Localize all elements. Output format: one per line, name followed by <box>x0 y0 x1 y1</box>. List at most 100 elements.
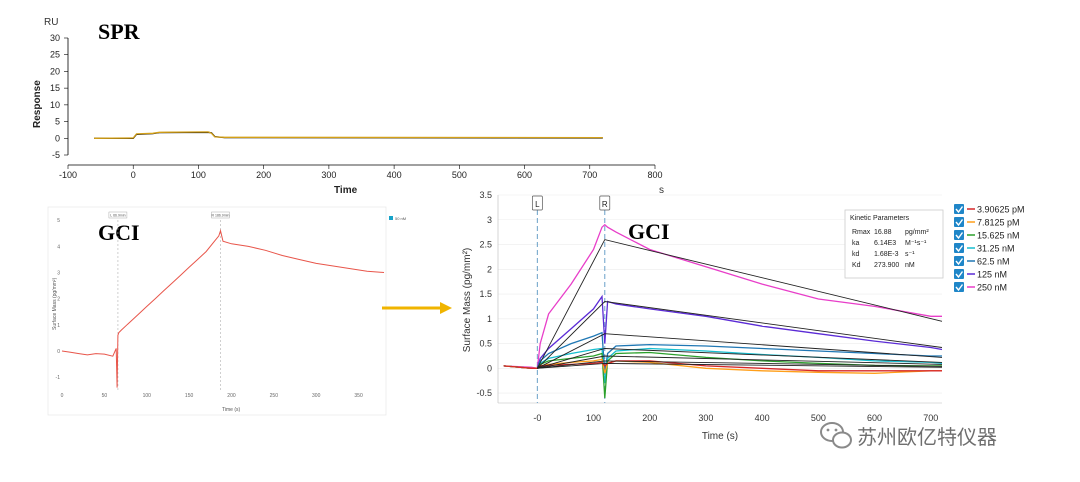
check-icon <box>955 219 964 227</box>
check-icon <box>955 258 964 266</box>
legend-item[interactable]: 15.625 nM <box>954 230 1020 241</box>
spr-x-tick-label: 500 <box>452 170 467 180</box>
gci-left-y-tick-label: 0 <box>57 349 60 355</box>
spr-y-tick-label: 30 <box>50 33 60 43</box>
gci-left-x-tick-label: 0 <box>61 393 64 399</box>
gci-right-fit-line <box>537 355 943 369</box>
spr-x-unit: s <box>659 185 664 196</box>
gci-left-x-tick-label: 250 <box>270 393 279 399</box>
gci-right-marker-label: R <box>602 200 608 209</box>
kinetic-title: Kinetic Parameters <box>850 215 910 222</box>
legend-item[interactable]: 7.8125 pM <box>954 217 1020 228</box>
gci-right-legend: 3.90625 pM 7.8125 pM 15.625 nM 31.25 nM 62.5… <box>954 204 1025 293</box>
legend-checkbox[interactable] <box>954 230 964 240</box>
arrow-right-icon <box>382 302 452 314</box>
kinetic-row-unit: pg/mm² <box>905 229 929 236</box>
spr-x-tick-label: -100 <box>59 170 77 180</box>
gci-left-y-tick-label: 4 <box>57 244 60 250</box>
legend-item[interactable]: 3.90625 pM <box>954 204 1025 215</box>
spr-x-tick-label: 600 <box>517 170 532 180</box>
gci-right-x-tick-label: 200 <box>642 413 657 423</box>
legend-label: 62.5 nM <box>977 257 1010 267</box>
legend-checkbox[interactable] <box>954 282 964 292</box>
gci-left-ylabel: Surface Mass (pg/mm²) <box>52 277 58 330</box>
gci-right-y-tick-label: 2 <box>487 264 492 274</box>
gci-left-marker-label: R 186.9min <box>212 214 230 218</box>
check-icon <box>955 271 964 279</box>
kinetic-row-value: 6.14E3 <box>874 240 896 247</box>
gci-left-marker-flag <box>108 211 128 219</box>
gci-left-frame <box>47 206 387 416</box>
spr-axes: -5 0 5 10 15 20 25 30 -100 0 100 200 300 400 500 600 700… <box>50 33 663 180</box>
spr-chart: SPR RU Response Time s -5 0 5 10 15 20 25 30 -10… <box>32 17 664 196</box>
legend-label: 31.25 nM <box>977 244 1015 254</box>
spr-ylabel: Response <box>32 80 43 128</box>
legend-checkbox[interactable] <box>954 256 964 266</box>
gci-right-x-tick-label: 600 <box>867 413 882 423</box>
gci-right-axes: -0.5 0 0.5 1 1.5 2 2.5 3 3.5 -0 100 200 300 400 500 600… <box>476 190 942 423</box>
legend-item[interactable]: 62.5 nM <box>954 256 1010 267</box>
check-icon <box>955 232 964 240</box>
legend-checkbox[interactable] <box>954 243 964 253</box>
gci-right-fit-group <box>536 239 943 369</box>
check-icon <box>955 206 964 214</box>
gci-right-marker-flag <box>531 195 543 211</box>
kinetic-row-value: 1.68E-3 <box>874 251 899 258</box>
gci-left-title: GCI <box>98 220 140 245</box>
gci-right-marker-label: L <box>535 200 540 209</box>
gci-right-y-tick-label: 3.5 <box>479 190 492 200</box>
gci-right-marker-flag <box>599 195 611 211</box>
gci-right-y-tick-label: 3 <box>487 215 492 225</box>
watermark: 苏州欧亿特仪器 <box>820 422 997 449</box>
spr-x-tick-label: 300 <box>321 170 336 180</box>
gci-right-fit-line <box>537 333 943 369</box>
gci-right-fit-line <box>536 301 943 369</box>
kinetic-row-value: 16.88 <box>874 229 892 236</box>
gci-right-series-line <box>503 351 942 399</box>
gci-right-y-tick-label: 2.5 <box>479 240 492 250</box>
gci-right-y-tick-label: 1 <box>487 314 492 324</box>
gci-left-marker-flag <box>211 211 230 219</box>
spr-x-tick-label: 0 <box>131 170 136 180</box>
legend-item[interactable]: 250 nM <box>954 282 1007 293</box>
spr-x-tick-label: 800 <box>647 170 662 180</box>
gci-right-x-tick-label: 300 <box>698 413 713 423</box>
gci-left-x-tick-label: 100 <box>143 393 152 399</box>
gci-left-y-tick-label: 3 <box>57 271 60 277</box>
gci-right-fit-line <box>537 348 943 369</box>
spr-series-group <box>94 131 603 139</box>
spr-y-tick-label: 15 <box>50 83 60 93</box>
gci-left-legend-swatch <box>389 216 393 220</box>
spr-title: SPR <box>98 19 141 44</box>
gci-right-x-tick-label: -0 <box>533 413 541 423</box>
check-icon <box>955 284 964 292</box>
gci-right-fit-line <box>536 239 943 369</box>
gci-left-x-tick-label: 350 <box>354 393 363 399</box>
gci-right-x-tick-label: 400 <box>755 413 770 423</box>
legend-item[interactable]: 125 nM <box>954 269 1007 280</box>
gci-right-xlabel: Time (s) <box>702 431 738 442</box>
spr-x-tick-label: 200 <box>256 170 271 180</box>
gci-right-ylabel: Surface Mass (pg/mm²) <box>462 248 473 352</box>
gci-right-y-tick-label: 1.5 <box>479 289 492 299</box>
gci-right-y-tick-label: 0.5 <box>479 339 492 349</box>
gci-left-marker-label: L 66.9min <box>110 214 125 218</box>
kinetic-row-unit: s⁻¹ <box>905 251 915 258</box>
spr-y-tick-label: 5 <box>55 117 60 127</box>
gci-right-title: GCI <box>628 219 670 244</box>
gci-left-x-tick-label: 200 <box>227 393 236 399</box>
gci-left-y-tick-label: 2 <box>57 297 60 303</box>
gci-right-x-tick-label: 500 <box>811 413 826 423</box>
legend-checkbox[interactable] <box>954 269 964 279</box>
gci-right-y-tick-label: -0.5 <box>476 388 492 398</box>
kinetic-row-name: kd <box>852 251 860 258</box>
legend-item[interactable]: 31.25 nM <box>954 243 1015 254</box>
gci-right-x-tick-label: 700 <box>923 413 938 423</box>
kinetic-row-value: 273.900 <box>874 262 899 269</box>
kinetic-row-name: Rmax <box>852 229 871 236</box>
kinetic-row-name: Kd <box>852 262 861 269</box>
kinetic-row-unit: nM <box>905 262 915 269</box>
spr-x-tick-label: 700 <box>582 170 597 180</box>
legend-checkbox[interactable] <box>954 217 964 227</box>
legend-checkbox[interactable] <box>954 204 964 214</box>
